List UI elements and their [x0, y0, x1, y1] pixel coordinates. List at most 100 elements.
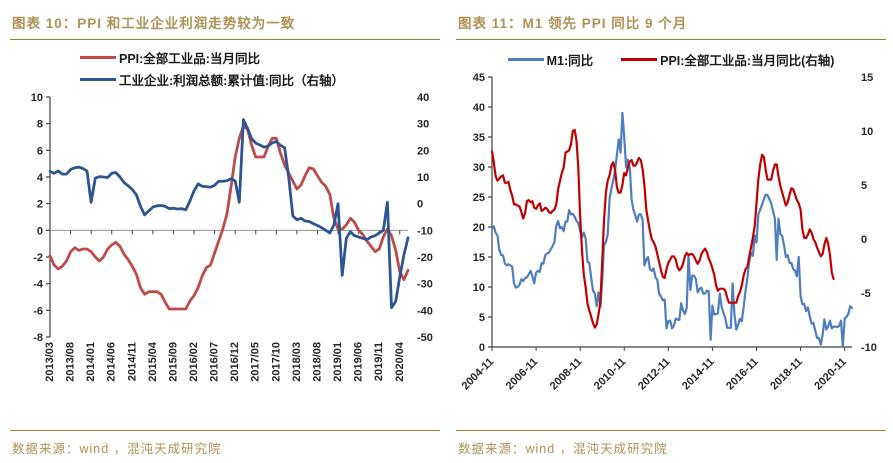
legend-line-swatch [507, 58, 544, 61]
x-tick-label: 2013/08 [65, 342, 77, 382]
x-tick-label: 2019/11 [373, 342, 385, 381]
svg-text:2018/08: 2018/08 [311, 342, 323, 382]
x-tick-label: 2010-11 [592, 356, 629, 393]
svg-text:-5: -5 [861, 288, 871, 300]
legend-label: PPI:全部工业品:当月同比(右轴) [660, 54, 835, 68]
svg-text:15: 15 [861, 72, 873, 84]
svg-text:2013/03: 2013/03 [44, 342, 56, 382]
svg-text:2014/01: 2014/01 [85, 342, 97, 382]
x-tick-label: 2018/08 [311, 342, 323, 382]
svg-text:2019/11: 2019/11 [373, 342, 385, 381]
svg-text:30: 30 [417, 119, 429, 131]
series-line-0 [48, 124, 410, 311]
svg-text:10: 10 [861, 126, 873, 138]
figure-11: 图表 11：M1 领先 PPI 同比 9 个月 M1:同比 PPI:全部工业品:当… [456, 6, 886, 457]
legend-line-swatch [621, 58, 658, 61]
y-axis-left: 10 8 6 4 2 0 -2 -4 -6 -8 [31, 92, 51, 344]
svg-text:-10: -10 [861, 342, 877, 354]
legend-item-left-axis-series-0: M1:同比 [507, 50, 594, 69]
x-tick-label: 2014-11 [680, 356, 717, 393]
svg-text:-2: -2 [33, 252, 43, 264]
x-tick-label: 2006-11 [504, 356, 541, 393]
svg-text:10: 10 [473, 282, 485, 294]
svg-text:6: 6 [37, 145, 43, 157]
x-tick-label: 2008-11 [548, 356, 585, 393]
x-tick-label: 2016-11 [724, 356, 761, 393]
legend-item-left-axis-series-0: PPI:全部工业品:当月同比 [80, 48, 440, 67]
svg-text:2018-11: 2018-11 [768, 356, 805, 393]
svg-text:0: 0 [417, 199, 423, 211]
svg-text:0: 0 [861, 234, 867, 246]
figure-10: 图表 10：PPI 和工业企业利润走势较为一致 PPI:全部工业品:当月同比 工业… [10, 6, 440, 457]
x-tick-label: 2016/02 [188, 342, 200, 382]
svg-text:2017/05: 2017/05 [250, 342, 262, 382]
x-tick-label: 2019/06 [353, 342, 365, 382]
svg-text:-20: -20 [417, 252, 433, 264]
svg-text:15: 15 [473, 252, 485, 264]
svg-text:2015/09: 2015/09 [167, 342, 179, 382]
svg-text:2017/10: 2017/10 [270, 342, 282, 382]
x-tick-label: 2015/04 [147, 341, 159, 382]
svg-text:2004-11: 2004-11 [460, 356, 497, 393]
svg-text:2016/12: 2016/12 [229, 342, 241, 382]
svg-text:40: 40 [417, 92, 429, 104]
x-tick-label: 2014/06 [106, 342, 118, 382]
x-axis: 2004-11 2006-11 2008-11 2010-11 2012-11 2014-… [460, 346, 852, 393]
svg-text:30: 30 [473, 162, 485, 174]
line-chart-svg-1: 45 40 35 30 25 20 15 10 5 0 15 10 5 0 -5 -10 2004-11 2006… [460, 72, 877, 393]
svg-text:-10: -10 [417, 225, 433, 237]
svg-text:25: 25 [473, 192, 485, 204]
line-chart-svg-0: 1086420-2-4-6-8403020100-10-20-30-40-502… [31, 92, 433, 382]
legend-label: 工业企业:利润总额:累计值:同比（右轴） [119, 74, 344, 88]
figure-10-source: 数据来源：wind ，混沌天成研究院 [10, 430, 440, 457]
x-tick-label: 2020/04 [394, 341, 406, 382]
svg-text:0: 0 [37, 225, 43, 237]
svg-text:10: 10 [31, 92, 43, 104]
svg-text:-6: -6 [33, 305, 43, 317]
svg-text:0: 0 [479, 342, 485, 354]
x-tick-label: 2017/10 [270, 342, 282, 382]
svg-text:8: 8 [37, 119, 43, 131]
svg-text:5: 5 [479, 312, 485, 324]
m1-ppi-chart: 45 40 35 30 25 20 15 10 5 0 15 10 5 0 -5 -10 2004-11 2006… [456, 71, 886, 400]
svg-text:20: 20 [417, 145, 429, 157]
x-tick-label: 2020-11 [812, 356, 849, 393]
svg-text:20: 20 [473, 222, 485, 234]
legend-line-swatch [80, 78, 116, 81]
legend-label: M1:同比 [546, 54, 594, 68]
svg-text:2019/06: 2019/06 [353, 342, 365, 382]
legend-label: PPI:全部工业品:当月同比 [119, 52, 260, 66]
y-axis-right: 40 30 20 10 0 -10 -20 -30 -40 -50 [417, 92, 433, 344]
svg-text:40: 40 [473, 102, 485, 114]
figure-10-legend: PPI:全部工业品:当月同比工业企业:利润总额:累计值:同比（右轴） [80, 48, 440, 89]
svg-text:2015/04: 2015/04 [147, 341, 159, 382]
svg-text:2: 2 [37, 199, 43, 211]
figure-11-title: 图表 11：M1 领先 PPI 同比 9 个月 [456, 6, 886, 40]
svg-text:-4: -4 [33, 279, 44, 291]
svg-text:2006-11: 2006-11 [504, 356, 541, 393]
figure-11-legend: M1:同比 PPI:全部工业品:当月同比(右轴) [456, 50, 886, 69]
legend-line-swatch [80, 56, 116, 59]
ppi-industrial-profit-chart: 10 8 6 4 2 0 -2 -4 -6 -8 40 30 20 10 0 -10 -20 -30 -40 -50 2… [10, 91, 440, 404]
svg-text:4: 4 [37, 172, 44, 184]
x-tick-label: 2004-11 [460, 356, 497, 393]
x-tick-label: 2014/11 [126, 342, 138, 381]
series-line-1 [490, 128, 835, 329]
x-tick-label: 2012-11 [636, 356, 673, 393]
y-axis-right: 15 10 5 0 -5 -10 [861, 72, 877, 354]
svg-text:2020-11: 2020-11 [812, 356, 849, 393]
y-axis-left: 45 40 35 30 25 20 15 10 5 0 [473, 72, 493, 354]
svg-text:10: 10 [417, 172, 429, 184]
svg-text:35: 35 [473, 132, 485, 144]
x-tick-label: 2018/03 [291, 342, 303, 382]
svg-text:5: 5 [861, 180, 867, 192]
svg-text:2014-11: 2014-11 [680, 356, 717, 393]
svg-text:2018/03: 2018/03 [291, 342, 303, 382]
x-tick-label: 2019/01 [332, 342, 344, 382]
svg-text:2008-11: 2008-11 [548, 356, 585, 393]
svg-text:2016/07: 2016/07 [209, 342, 221, 382]
x-tick-label: 2015/09 [167, 342, 179, 382]
svg-text:2016/02: 2016/02 [188, 342, 200, 382]
svg-text:2014/11: 2014/11 [126, 342, 138, 381]
